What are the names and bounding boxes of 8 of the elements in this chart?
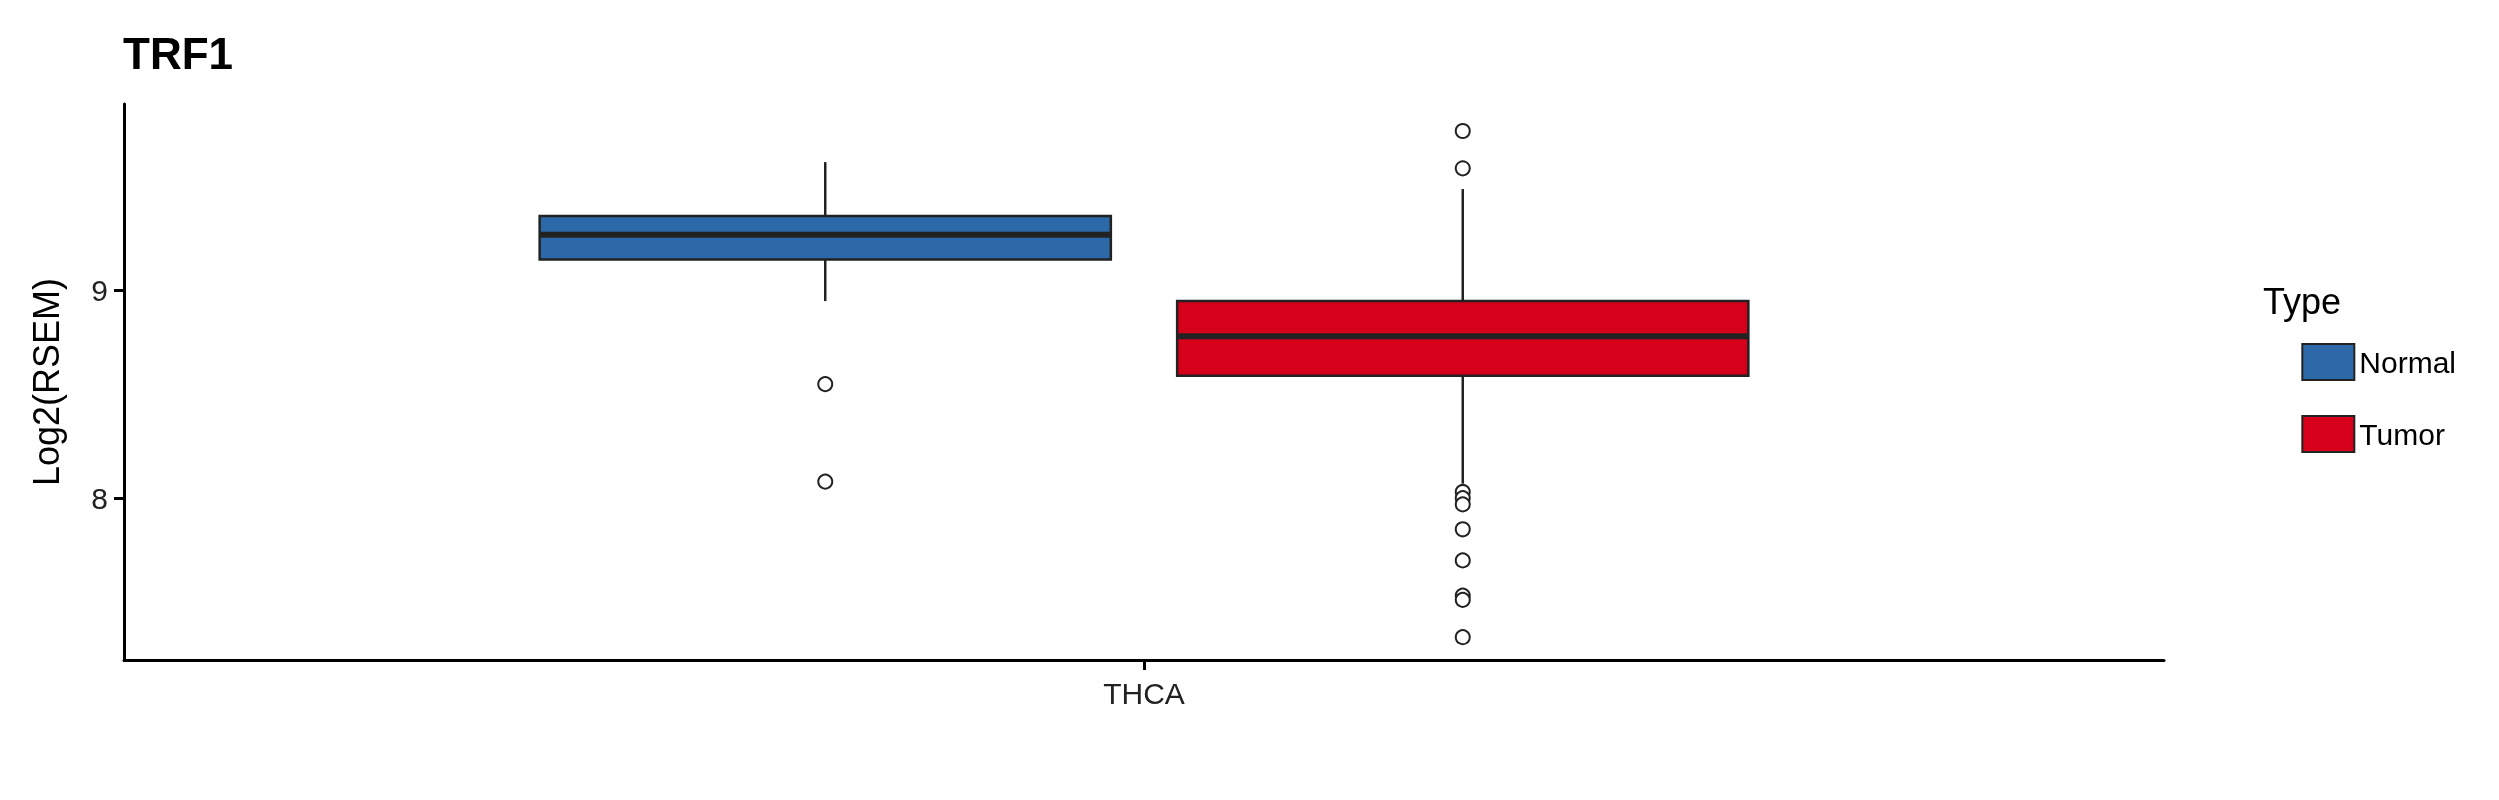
y-tick-label: 8	[91, 481, 108, 515]
legend-label: Normal	[2359, 345, 2457, 379]
y-axis-title: Log2(RSEM)	[25, 277, 67, 487]
legend-title: Type	[2262, 280, 2341, 322]
x-tick-label: THCA	[1103, 676, 1185, 710]
legend-label: Tumor	[2359, 417, 2445, 451]
y-tick-label: 9	[91, 274, 108, 308]
chart-title: TRF1	[123, 28, 233, 78]
